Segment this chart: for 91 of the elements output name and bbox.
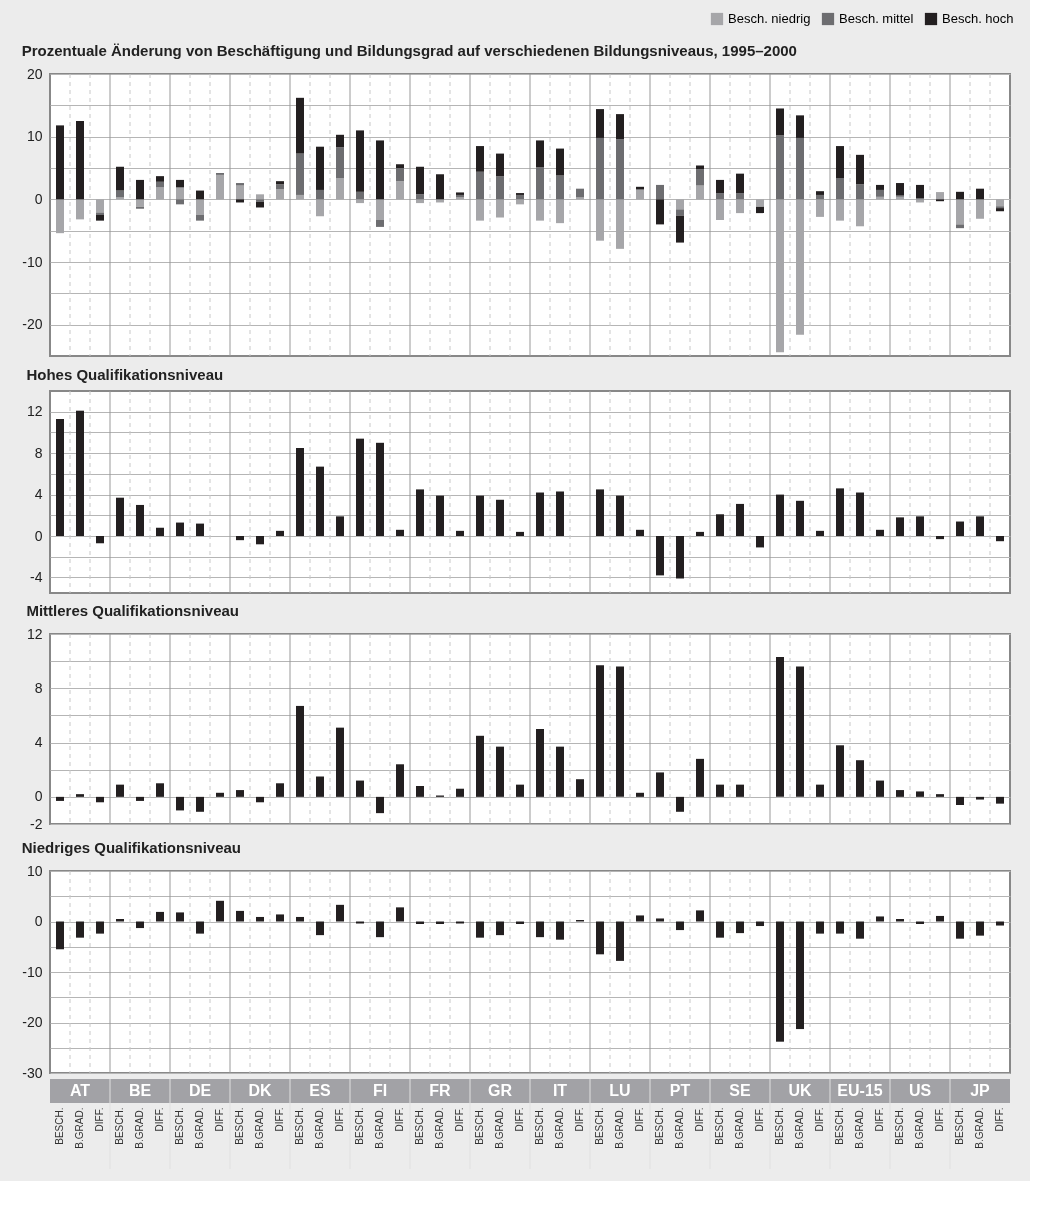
x-tick-label: BESCH. (714, 1107, 725, 1145)
y-tick-label: 20 (26, 65, 43, 82)
x-tick-label: DIFF. (334, 1107, 345, 1132)
y-tick-label: -30 (22, 1064, 43, 1081)
text: GR (488, 1082, 513, 1099)
y-tick-label: -20 (22, 1014, 43, 1030)
x-tick-label: BESCH. (534, 1107, 545, 1145)
y-tick-label: 8 (34, 444, 43, 461)
x-tick-label: DIFF. (394, 1107, 405, 1132)
y-tick-label: 0 (34, 788, 43, 805)
x-tick-label: B.GRAD. (914, 1107, 925, 1149)
x-tick-label: BESCH. (174, 1107, 185, 1145)
x-tick-label: DIFF. (814, 1107, 825, 1132)
chart-title: Niedriges Qualifikationsniveau (21, 839, 241, 856)
text: EU-15 (837, 1082, 883, 1099)
text: AT (69, 1082, 91, 1099)
text: BE (128, 1082, 152, 1099)
x-tick-label: BESCH. (234, 1107, 245, 1145)
x-tick-label: B.GRAD. (494, 1107, 505, 1149)
y-tick-label: 0 (34, 527, 43, 544)
x-tick-label: BESCH. (894, 1107, 905, 1145)
text: US (908, 1082, 932, 1099)
chart-title: Mittleres Qualifikationsniveau (26, 602, 239, 619)
y-tick-label: 12 (26, 403, 43, 420)
x-tick-label: BESCH. (294, 1107, 305, 1145)
text: LU (609, 1082, 631, 1099)
x-tick-label: B.GRAD. (434, 1107, 445, 1149)
x-tick-label: B.GRAD. (194, 1107, 205, 1149)
x-tick-label: DIFF. (874, 1107, 885, 1132)
x-tick-label: BESCH. (774, 1107, 785, 1145)
text: DK (248, 1082, 272, 1099)
y-tick-label: 10 (26, 862, 43, 879)
text: SE (729, 1082, 751, 1099)
x-tick-label: BESCH. (834, 1107, 845, 1145)
legend-label: Besch. mittel (839, 11, 914, 26)
text: JP (970, 1082, 991, 1099)
x-tick-label: DIFF. (934, 1107, 945, 1132)
x-tick-label: B.GRAD. (74, 1107, 85, 1149)
x-tick-label: B.GRAD. (554, 1107, 565, 1149)
text: DE (188, 1082, 212, 1099)
x-tick-label: B.GRAD. (314, 1107, 325, 1149)
y-tick-label: 12 (26, 625, 43, 642)
x-tick-label: B.GRAD. (374, 1107, 385, 1149)
y-tick-label: -2 (30, 815, 43, 832)
text: IT (552, 1082, 568, 1099)
y-tick-label: 4 (34, 734, 43, 751)
x-tick-label: B.GRAD. (134, 1107, 145, 1149)
x-tick-label: DIFF. (154, 1107, 165, 1132)
x-tick-label: BESCH. (594, 1107, 605, 1145)
text: PT (669, 1082, 691, 1099)
x-tick-label: B.GRAD. (974, 1107, 985, 1149)
x-tick-label: B.GRAD. (674, 1107, 685, 1149)
x-tick-label: B.GRAD. (614, 1107, 625, 1149)
y-tick-label: -10 (22, 963, 43, 980)
y-tick-label: 8 (34, 679, 43, 696)
x-tick-label: BESCH. (414, 1107, 425, 1145)
legend-label: Besch. hoch (942, 11, 1014, 26)
x-tick-label: BESCH. (654, 1107, 665, 1145)
x-tick-label: BESCH. (114, 1107, 125, 1145)
x-tick-label: DIFF. (94, 1107, 105, 1132)
y-tick-label: 0 (34, 190, 43, 207)
y-tick-label: 10 (26, 128, 43, 145)
x-tick-label: BESCH. (54, 1107, 65, 1145)
x-tick-label: BESCH. (354, 1107, 365, 1145)
x-tick-label: DIFF. (214, 1107, 225, 1132)
x-tick-label: BESCH. (474, 1107, 485, 1145)
x-tick-label: BESCH. (954, 1107, 965, 1145)
text: FI (372, 1082, 388, 1099)
y-tick-label: 0 (34, 913, 43, 929)
x-tick-label: DIFF. (994, 1107, 1005, 1132)
x-tick-label: DIFF. (274, 1107, 285, 1132)
text: FR (429, 1082, 452, 1099)
x-tick-label: DIFF. (454, 1107, 465, 1132)
x-tick-label: B.GRAD. (734, 1107, 745, 1149)
x-tick-label: B.GRAD. (794, 1107, 805, 1149)
x-tick-label: DIFF. (514, 1107, 525, 1132)
legend-label: Besch. niedrig (728, 11, 811, 26)
x-tick-label: DIFF. (754, 1107, 765, 1132)
text: ES (309, 1082, 331, 1099)
chart-title: Prozentuale Änderung von Beschäftigung und Bildungsgrad auf verschiedenen Bildungsniveaus, 1995–2000 (21, 42, 797, 59)
y-tick-label: -4 (30, 568, 43, 585)
y-tick-label: -20 (22, 316, 43, 333)
y-tick-label: -10 (22, 253, 43, 270)
y-tick-label: 4 (34, 486, 43, 503)
text: UK (788, 1082, 812, 1099)
x-tick-label: DIFF. (694, 1107, 705, 1132)
x-tick-label: DIFF. (634, 1107, 645, 1132)
x-tick-label: B.GRAD. (254, 1107, 265, 1149)
chart-title: Hohes Qualifikationsniveau (26, 365, 224, 383)
x-tick-label: DIFF. (574, 1107, 585, 1132)
x-tick-label: B.GRAD. (854, 1107, 865, 1149)
